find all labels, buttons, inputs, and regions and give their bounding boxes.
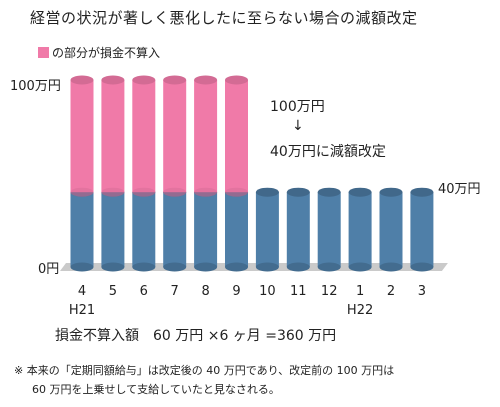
bar-base-3 <box>410 262 434 272</box>
x-axis-labels: 4 H21 5 6 7 8 9 10 11 12 1 H22 2 3 <box>69 284 426 318</box>
x-tick-label-4: 4 <box>78 284 86 299</box>
bar-cap-deductible-1 <box>348 187 372 197</box>
bar-cap-deductible-12 <box>317 187 341 197</box>
x-tick-label-12: 12 <box>321 284 338 299</box>
legend-label: の部分が損金不算入 <box>52 46 161 60</box>
right-value-label: 40万円 <box>438 182 481 197</box>
footnote-line-1: ※ 本来の「定期同額給与」は改定後の 40 万円であり、改定前の 100 万円は <box>14 364 395 377</box>
bar-base-11 <box>286 262 310 272</box>
annotation-from: 100万円 <box>270 99 325 115</box>
bar-9 <box>225 75 248 272</box>
bar-chart: 100万円 0円 40万円 4 H21 5 6 7 8 9 10 11 12 1 H22 2 3 <box>10 75 481 318</box>
formula-text: 損金不算入額 60 万円 ×6 ヶ月 =360 万円 <box>55 328 337 344</box>
bar-segment-nondeductible-9 <box>225 80 248 193</box>
bar-base-6 <box>132 262 156 272</box>
bar-segment-deductible-7 <box>163 192 187 267</box>
bar-base-4 <box>70 262 94 272</box>
bar-seam-9 <box>225 187 248 197</box>
footnote-line-2: 60 万円を上乗せして支給していたと見なされる。 <box>32 383 280 396</box>
bar-cap-nondeductible-4 <box>70 75 94 85</box>
x-tick-label-3: 3 <box>418 284 426 299</box>
bar-base-1 <box>348 262 372 272</box>
x-tick-label-6: 6 <box>140 284 148 299</box>
bar-cap-deductible-11 <box>286 187 310 197</box>
bar-cap-deductible-3 <box>410 187 434 197</box>
bar-cap-nondeductible-8 <box>194 75 218 85</box>
y-tick-label-top: 100万円 <box>10 79 61 94</box>
bar-seam-6 <box>132 187 156 197</box>
bar-seam-4 <box>70 187 94 197</box>
bar-12 <box>317 187 341 272</box>
annotation-arrow: ↓ <box>292 118 304 134</box>
bar-segment-deductible-4 <box>70 192 94 267</box>
x-tick-label-5: 5 <box>109 284 117 299</box>
bar-base-9 <box>225 262 248 272</box>
bar-segment-deductible-3 <box>410 192 434 267</box>
bar-base-5 <box>101 262 125 272</box>
bar-cap-deductible-10 <box>255 187 279 197</box>
bar-base-12 <box>317 262 341 272</box>
x-tick-label-10: 10 <box>259 284 276 299</box>
bar-segment-deductible-11 <box>286 192 310 267</box>
bar-base-2 <box>379 262 403 272</box>
bar-base-10 <box>255 262 279 272</box>
x-tick-label-8: 8 <box>201 284 209 299</box>
x-tick-label-11: 11 <box>290 284 307 299</box>
bar-2 <box>379 187 403 272</box>
bar-5 <box>101 75 125 272</box>
bar-11 <box>286 187 310 272</box>
bar-cap-nondeductible-6 <box>132 75 156 85</box>
bar-segment-deductible-8 <box>194 192 218 267</box>
bar-8 <box>194 75 218 272</box>
footnote: ※ 本来の「定期同額給与」は改定後の 40 万円であり、改定前の 100 万円は… <box>14 361 394 399</box>
x-tick-label-9: 9 <box>232 284 240 299</box>
bar-cap-nondeductible-5 <box>101 75 125 85</box>
y-tick-label-zero: 0円 <box>38 262 59 277</box>
legend-swatch-pink <box>38 47 49 58</box>
bar-base-8 <box>194 262 218 272</box>
x-tick-label-7: 7 <box>171 284 179 299</box>
bar-7 <box>163 75 187 272</box>
bar-segment-deductible-2 <box>379 192 403 267</box>
x-year-label-H21: H21 <box>69 303 95 318</box>
bar-segment-deductible-10 <box>255 192 279 267</box>
bar-segment-nondeductible-7 <box>163 80 187 193</box>
chart-title: 経営の状況が著しく悪化したに至らない場合の減額改定 <box>30 9 418 27</box>
bar-segment-deductible-1 <box>348 192 372 267</box>
legend: の部分が損金不算入 <box>38 44 160 61</box>
bars <box>70 75 434 272</box>
x-tick-label-1: 1 <box>356 284 364 299</box>
bar-segment-nondeductible-6 <box>132 80 156 193</box>
bar-segment-nondeductible-4 <box>70 80 94 193</box>
bar-cap-deductible-2 <box>379 187 403 197</box>
bar-cap-nondeductible-7 <box>163 75 187 85</box>
annotation-to: 40万円に減額改定 <box>270 144 386 160</box>
bar-cap-nondeductible-9 <box>225 75 248 85</box>
bar-segment-nondeductible-8 <box>194 80 218 193</box>
bar-segment-deductible-5 <box>101 192 125 267</box>
bar-4 <box>70 75 94 272</box>
bar-seam-8 <box>194 187 218 197</box>
bar-segment-deductible-12 <box>317 192 341 267</box>
bar-seam-5 <box>101 187 125 197</box>
bar-6 <box>132 75 156 272</box>
bar-3 <box>410 187 434 272</box>
x-tick-label-2: 2 <box>387 284 395 299</box>
x-year-label-H22: H22 <box>347 303 373 318</box>
bar-base-7 <box>163 262 187 272</box>
bar-1 <box>348 187 372 272</box>
bar-segment-deductible-6 <box>132 192 156 267</box>
bar-segment-nondeductible-5 <box>101 80 125 193</box>
bar-10 <box>255 187 279 272</box>
bar-segment-deductible-9 <box>225 192 248 267</box>
bar-seam-7 <box>163 187 187 197</box>
